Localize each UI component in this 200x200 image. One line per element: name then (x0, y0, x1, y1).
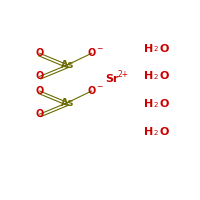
Text: O: O (36, 86, 44, 96)
Text: 2+: 2+ (118, 70, 129, 79)
Text: H: H (144, 71, 154, 81)
Text: −: − (97, 82, 103, 91)
Text: H: H (144, 44, 154, 54)
Text: O: O (36, 109, 44, 119)
Text: O: O (160, 44, 169, 54)
Text: O: O (88, 86, 96, 96)
Text: O: O (88, 48, 96, 58)
Text: 2: 2 (154, 102, 158, 108)
Text: 2: 2 (154, 46, 158, 52)
Text: Sr: Sr (105, 74, 119, 84)
Text: H: H (144, 99, 154, 109)
Text: O: O (36, 48, 44, 58)
Text: O: O (160, 99, 169, 109)
Text: O: O (160, 71, 169, 81)
Text: O: O (36, 71, 44, 81)
Text: −: − (97, 44, 103, 53)
Text: 2: 2 (154, 130, 158, 136)
Text: 2: 2 (154, 74, 158, 80)
Text: H: H (144, 127, 154, 137)
Text: As: As (61, 98, 74, 108)
Text: As: As (61, 60, 74, 70)
Text: O: O (160, 127, 169, 137)
